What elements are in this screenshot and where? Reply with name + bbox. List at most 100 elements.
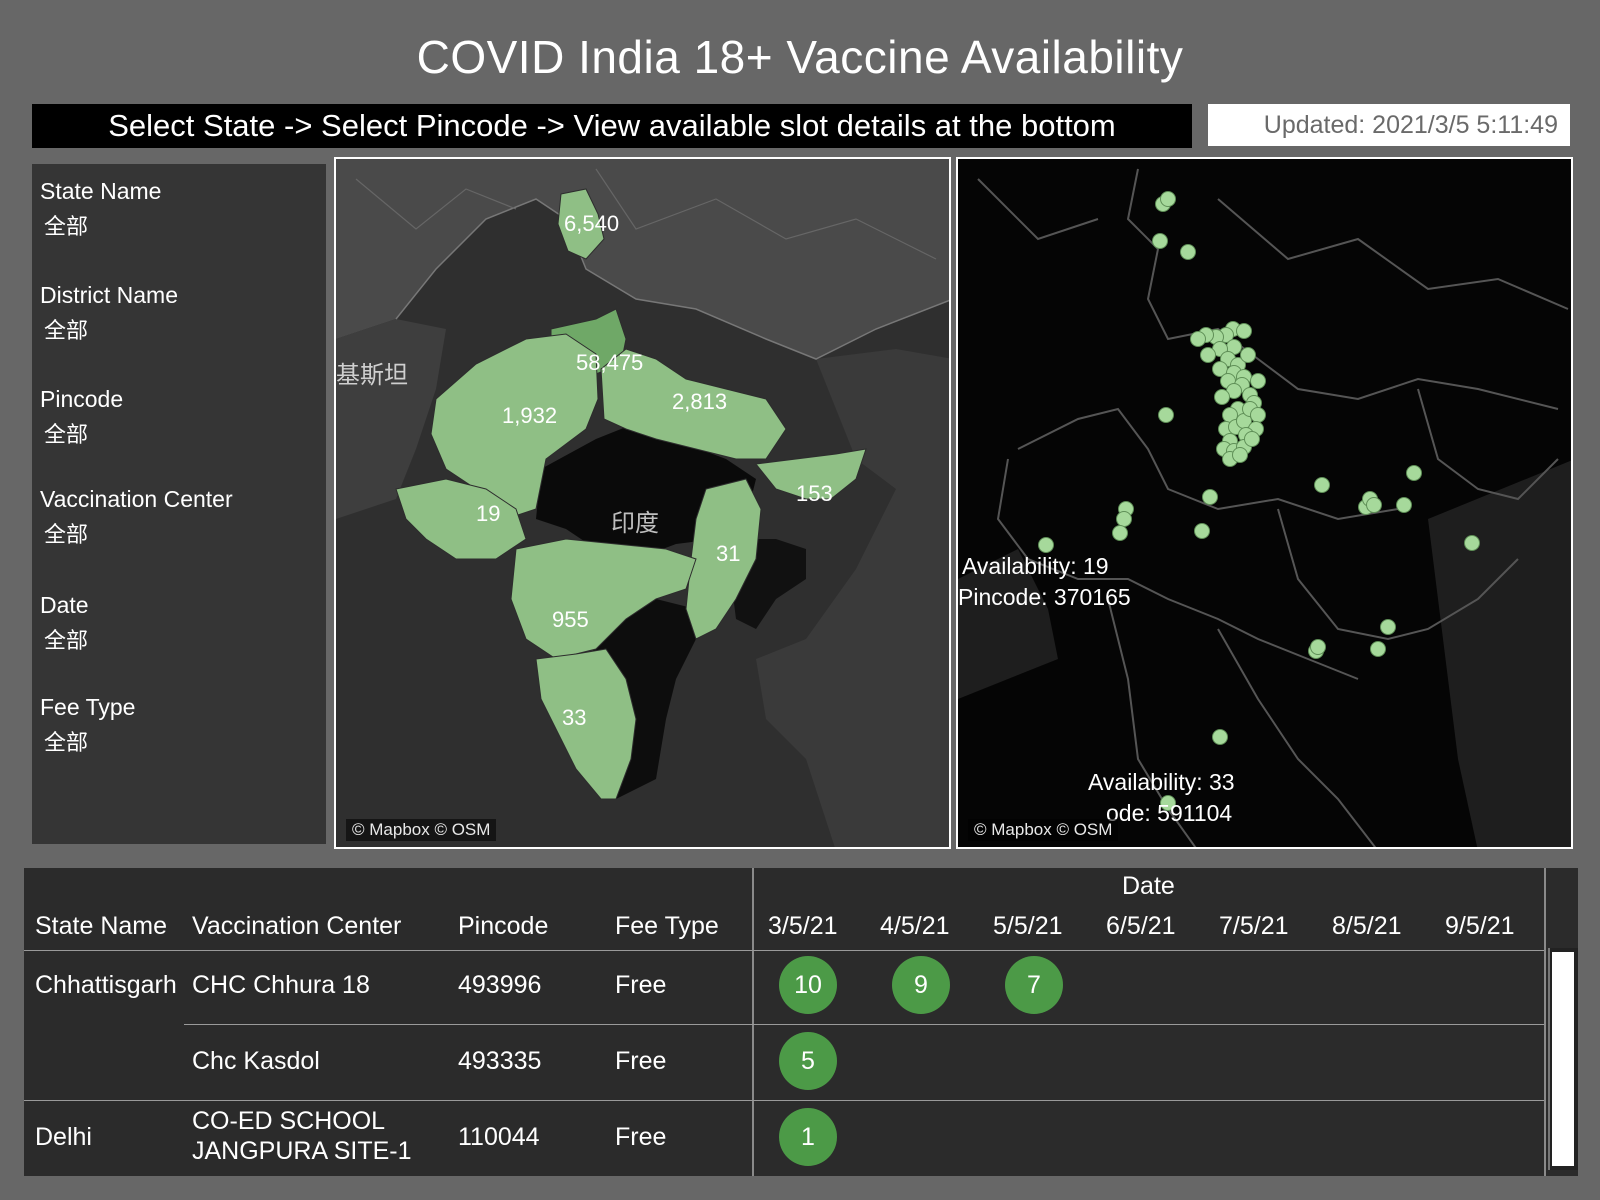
vaccination-center-point[interactable]: [1406, 465, 1422, 481]
header-state-name[interactable]: State Name: [35, 912, 168, 940]
vaccination-center-point[interactable]: [1232, 447, 1248, 463]
filter-vaccination-center[interactable]: Vaccination Center 全部: [40, 486, 233, 549]
map-attribution[interactable]: © Mapbox © OSM: [346, 819, 497, 841]
slot-bubble[interactable]: 7: [1005, 956, 1063, 1014]
vaccination-center-point[interactable]: [1464, 535, 1480, 551]
tooltip-availability: Availability: 33: [1088, 769, 1235, 795]
header-fee-type[interactable]: Fee Type: [615, 912, 719, 940]
vaccination-center-point[interactable]: [1212, 729, 1228, 745]
state-uttar-pradesh[interactable]: [600, 348, 787, 460]
state-value-label: 955: [552, 607, 589, 632]
state-value-label: 58,475: [576, 350, 643, 375]
cell-fee: Free: [615, 1123, 667, 1151]
filter-label: District Name: [40, 282, 179, 308]
arabian-sea: [958, 549, 1058, 699]
filter-value[interactable]: 全部: [44, 731, 89, 756]
vaccination-center-point[interactable]: [1244, 431, 1260, 447]
slot-bubble[interactable]: 5: [779, 1032, 837, 1090]
filter-label: State Name: [40, 178, 162, 204]
cell-fee: Free: [615, 971, 667, 999]
vaccination-center-point[interactable]: [1214, 389, 1230, 405]
header-pincode[interactable]: Pincode: [458, 912, 549, 940]
header-date[interactable]: 4/5/21: [880, 912, 950, 940]
cell-state: Chhattisgarh: [35, 971, 177, 999]
vaccination-center-point[interactable]: [1200, 347, 1216, 363]
filter-fee-type[interactable]: Fee Type 全部: [40, 694, 135, 757]
vaccination-center-point[interactable]: [1314, 477, 1330, 493]
state-gujarat[interactable]: [395, 478, 527, 560]
pincode-point-map[interactable]: Availability: 19 Pincode: 370165 Availab…: [956, 157, 1573, 849]
filter-date[interactable]: Date 全部: [40, 592, 89, 655]
vaccination-center-point[interactable]: [1366, 497, 1382, 513]
state-chhattisgarh[interactable]: [685, 478, 762, 640]
tooltip-pincode: Pincode: 370165: [958, 584, 1131, 610]
filter-state-name[interactable]: State Name 全部: [40, 178, 161, 241]
bay-of-bengal: [1428, 460, 1571, 847]
vaccination-center-point[interactable]: [1160, 795, 1176, 811]
state-value-label: 2,813: [672, 389, 727, 414]
filter-district-name[interactable]: District Name 全部: [40, 282, 178, 345]
table-scrollbar-thumb[interactable]: [1552, 952, 1574, 1166]
header-date[interactable]: 8/5/21: [1332, 912, 1402, 940]
header-date[interactable]: 6/5/21: [1106, 912, 1176, 940]
vaccination-center-point[interactable]: [1236, 323, 1252, 339]
updated-timestamp: Updated: 2021/3/5 5:11:49: [1208, 104, 1570, 146]
slot-details-table: Date State Name Vaccination Center Pinco…: [24, 868, 1578, 1176]
table-divider: [752, 868, 754, 1176]
slot-bubble[interactable]: 9: [892, 956, 950, 1014]
vaccination-center-point[interactable]: [1152, 233, 1168, 249]
header-date[interactable]: 3/5/21: [768, 912, 838, 940]
header-date[interactable]: 5/5/21: [993, 912, 1063, 940]
cell-center: CHC Chhura 18: [192, 971, 370, 999]
filter-panel: State Name 全部 District Name 全部 Pincode 全…: [32, 164, 326, 844]
state-rajasthan[interactable]: [430, 333, 599, 520]
vaccination-center-point[interactable]: [1250, 373, 1266, 389]
filter-label: Fee Type: [40, 694, 136, 720]
vaccination-center-point[interactable]: [1190, 331, 1206, 347]
vaccination-center-point[interactable]: [1202, 489, 1218, 505]
vaccination-center-point[interactable]: [1396, 497, 1412, 513]
state-map-svg[interactable]: 基斯坦 印度 6,540 58,475 2,813 1,932 153 19 3…: [336, 159, 951, 849]
vaccination-center-point[interactable]: [1380, 619, 1396, 635]
vaccination-center-point[interactable]: [1038, 537, 1054, 553]
state-maharashtra[interactable]: [510, 538, 697, 660]
map-attribution[interactable]: © Mapbox © OSM: [968, 819, 1119, 841]
header-date[interactable]: 7/5/21: [1219, 912, 1289, 940]
filter-label: Date: [40, 592, 89, 618]
filter-value[interactable]: 全部: [44, 215, 89, 240]
vaccination-center-point[interactable]: [1310, 639, 1326, 655]
vaccination-center-point[interactable]: [1240, 347, 1256, 363]
vaccination-center-point[interactable]: [1194, 523, 1210, 539]
dashboard-title: COVID India 18+ Vaccine Availability: [416, 31, 1184, 83]
filter-pincode[interactable]: Pincode 全部: [40, 386, 123, 449]
row-separator: [24, 1100, 1544, 1101]
filter-value[interactable]: 全部: [44, 423, 89, 448]
vaccination-center-point[interactable]: [1112, 525, 1128, 541]
tooltip-availability: Availability: 19: [962, 553, 1109, 579]
tooltip-pincode: ode: 591104: [1106, 800, 1233, 826]
vaccination-center-point[interactable]: [1370, 641, 1386, 657]
slot-bubble[interactable]: 10: [779, 956, 837, 1014]
header-separator: [24, 950, 1544, 951]
filter-value[interactable]: 全部: [44, 523, 89, 548]
date-group-header: Date: [1122, 872, 1175, 900]
cell-pincode: 493996: [458, 971, 542, 999]
country-label-india: 印度: [611, 509, 659, 537]
state-availability-map[interactable]: 基斯坦 印度 6,540 58,475 2,813 1,932 153 19 3…: [334, 157, 951, 849]
state-jammu-kashmir[interactable]: [557, 188, 605, 260]
filter-value[interactable]: 全部: [44, 629, 89, 654]
header-vaccination-center[interactable]: Vaccination Center: [192, 912, 402, 940]
vaccination-center-point[interactable]: [1158, 407, 1174, 423]
header-date[interactable]: 9/5/21: [1445, 912, 1515, 940]
state-value-label: 31: [716, 541, 740, 566]
point-map-svg[interactable]: [958, 159, 1573, 849]
slot-bubble[interactable]: 1: [779, 1108, 837, 1166]
state-west-bengal[interactable]: [755, 448, 867, 500]
table-divider: [1544, 868, 1546, 1176]
state-value-label: 33: [562, 705, 586, 730]
filter-value[interactable]: 全部: [44, 319, 89, 344]
cell-center: Chc Kasdol: [192, 1047, 320, 1075]
vaccination-center-point[interactable]: [1160, 191, 1176, 207]
vaccination-center-point[interactable]: [1180, 244, 1196, 260]
state-karnataka-kerala[interactable]: [535, 648, 637, 800]
